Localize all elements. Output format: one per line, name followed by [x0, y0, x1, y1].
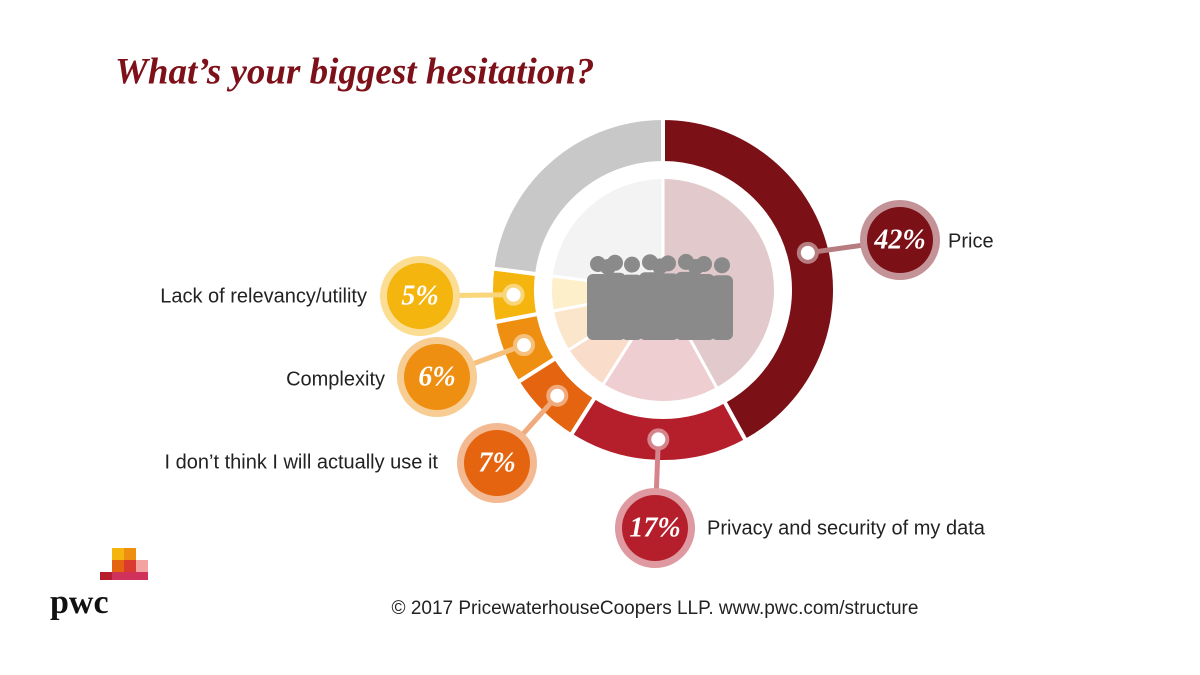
- bubble: [464, 430, 530, 496]
- body: [621, 274, 643, 340]
- value-label: 5%: [401, 280, 438, 311]
- value-label: 6%: [418, 361, 455, 392]
- body: [711, 275, 733, 340]
- body: [597, 277, 619, 340]
- chart-title: What’s your biggest hesitation?: [115, 51, 594, 92]
- category-label: Privacy and security of my data: [707, 517, 986, 539]
- dot: [647, 428, 670, 451]
- category-label: Lack of relevancy/utility: [160, 285, 367, 307]
- callouts: 42% Price 17% Privacy and security of my da…: [160, 200, 994, 568]
- category-label: Price: [948, 230, 994, 252]
- head: [600, 259, 616, 275]
- body: [685, 277, 707, 340]
- category-label: Complexity: [286, 368, 385, 390]
- inner-border: [546, 173, 780, 407]
- head: [714, 257, 730, 274]
- bubble: [404, 344, 470, 410]
- value-label: 17%: [629, 512, 680, 543]
- bubble: [867, 207, 933, 273]
- head: [652, 258, 668, 275]
- logo-blocks: [100, 548, 148, 580]
- head: [624, 256, 640, 273]
- dot: [796, 241, 819, 264]
- value-label: 7%: [478, 447, 515, 478]
- head: [688, 259, 704, 275]
- dot: [546, 384, 569, 407]
- bubble: [387, 263, 453, 329]
- dot: [502, 283, 525, 306]
- segment: [661, 115, 837, 444]
- copyright: © 2017 PricewaterhouseCoopers LLP. www.p…: [392, 598, 919, 619]
- dot: [512, 334, 535, 357]
- category-label: I don’t think I will actually use it: [165, 451, 439, 473]
- value-label: 42%: [873, 224, 925, 255]
- body: [649, 276, 671, 340]
- bubble: [622, 495, 688, 561]
- silhouettes: [587, 253, 733, 340]
- logo: pwc: [50, 584, 109, 621]
- segment: [490, 115, 665, 277]
